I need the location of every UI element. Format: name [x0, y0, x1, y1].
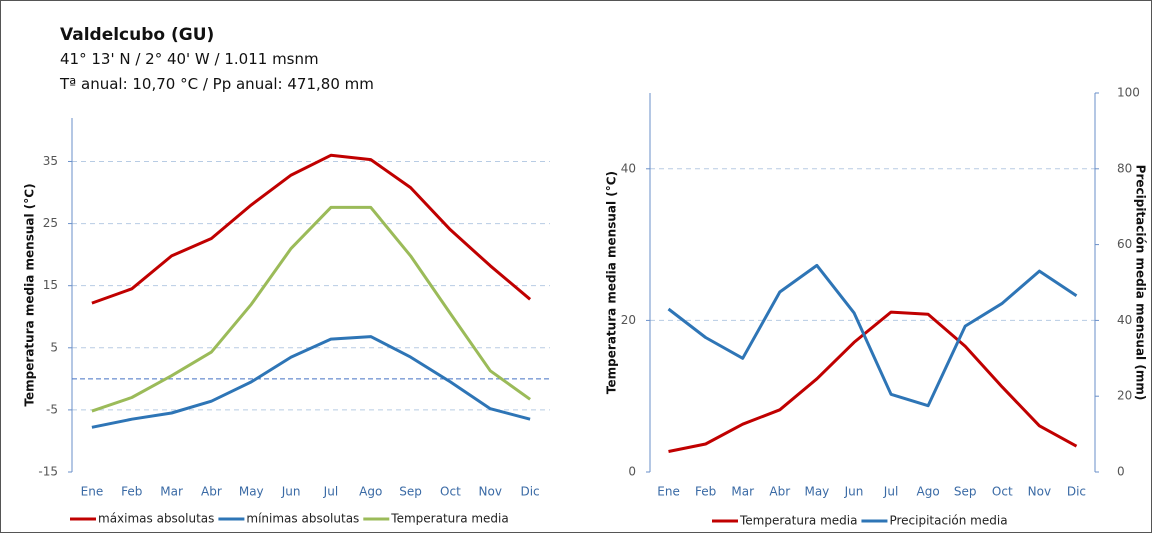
y2-tick-label: 40	[1117, 313, 1132, 327]
series-line	[668, 310, 1078, 453]
x-tick-label: Dic	[1067, 485, 1086, 499]
y-tick-label: -15	[38, 465, 58, 479]
x-tick-label: May	[239, 485, 264, 499]
x-tick-label: Ago	[917, 485, 940, 499]
y-axis-title: Temperatura media mensual (°C)	[23, 183, 37, 406]
x-tick-label: Abr	[769, 485, 790, 499]
y-tick-label: 40	[621, 161, 636, 175]
x-tick-label: Mar	[160, 485, 183, 499]
x-tick-label: Oct	[992, 485, 1013, 499]
x-tick-label: Jun	[281, 485, 301, 499]
x-tick-label: Nov	[479, 485, 502, 499]
x-tick-label: Feb	[121, 485, 142, 499]
series-line	[667, 263, 1078, 408]
y-axis-title: Temperatura media mensual (°C)	[605, 171, 619, 394]
y-tick-label: 5	[50, 340, 58, 354]
legend-label: máximas absolutas	[98, 512, 214, 526]
y-tick-label: 35	[43, 154, 58, 168]
x-tick-label: Sep	[954, 485, 977, 499]
y2-tick-label: 100	[1117, 86, 1140, 100]
y-tick-label: 20	[621, 313, 636, 327]
x-tick-label: Ene	[657, 485, 680, 499]
legend-label: Temperatura media	[739, 514, 857, 528]
y-tick-label: 0	[628, 465, 636, 479]
x-tick-label: May	[804, 485, 829, 499]
x-tick-label: Ago	[359, 485, 382, 499]
x-tick-label: Jul	[883, 485, 898, 499]
x-tick-label: Nov	[1028, 485, 1051, 499]
legend-label: Precipitación media	[889, 514, 1007, 528]
legend-label: mínimas absolutas	[246, 512, 359, 526]
series-line	[91, 335, 531, 429]
y2-tick-label: 20	[1117, 389, 1132, 403]
y-tick-label: 15	[43, 278, 58, 292]
subtitle: Tª anual: 10,70 °C / Pp anual: 471,80 mm	[59, 75, 374, 93]
x-tick-label: Abr	[201, 485, 222, 499]
legend-label: Temperatura media	[390, 512, 508, 526]
y2-tick-label: 60	[1117, 237, 1132, 251]
x-tick-label: Jul	[323, 485, 338, 499]
x-tick-label: Jun	[844, 485, 864, 499]
x-tick-label: Oct	[440, 485, 461, 499]
title: Valdelcubo (GU)	[60, 25, 214, 45]
x-tick-label: Mar	[731, 485, 754, 499]
y-tick-label: -5	[46, 402, 58, 416]
y2-axis-title: Precipitación media mensual (mm)	[1134, 165, 1148, 401]
subtitle: 41° 13' N / 2° 40' W / 1.011 msnm	[60, 50, 319, 68]
y2-tick-label: 0	[1117, 465, 1125, 479]
x-tick-label: Ene	[81, 485, 104, 499]
series-line	[91, 153, 532, 305]
x-tick-label: Dic	[520, 485, 539, 499]
y-tick-label: 25	[43, 216, 58, 230]
x-tick-label: Sep	[399, 485, 422, 499]
x-tick-label: Feb	[695, 485, 716, 499]
series-line	[91, 205, 531, 413]
y2-tick-label: 80	[1117, 161, 1132, 175]
